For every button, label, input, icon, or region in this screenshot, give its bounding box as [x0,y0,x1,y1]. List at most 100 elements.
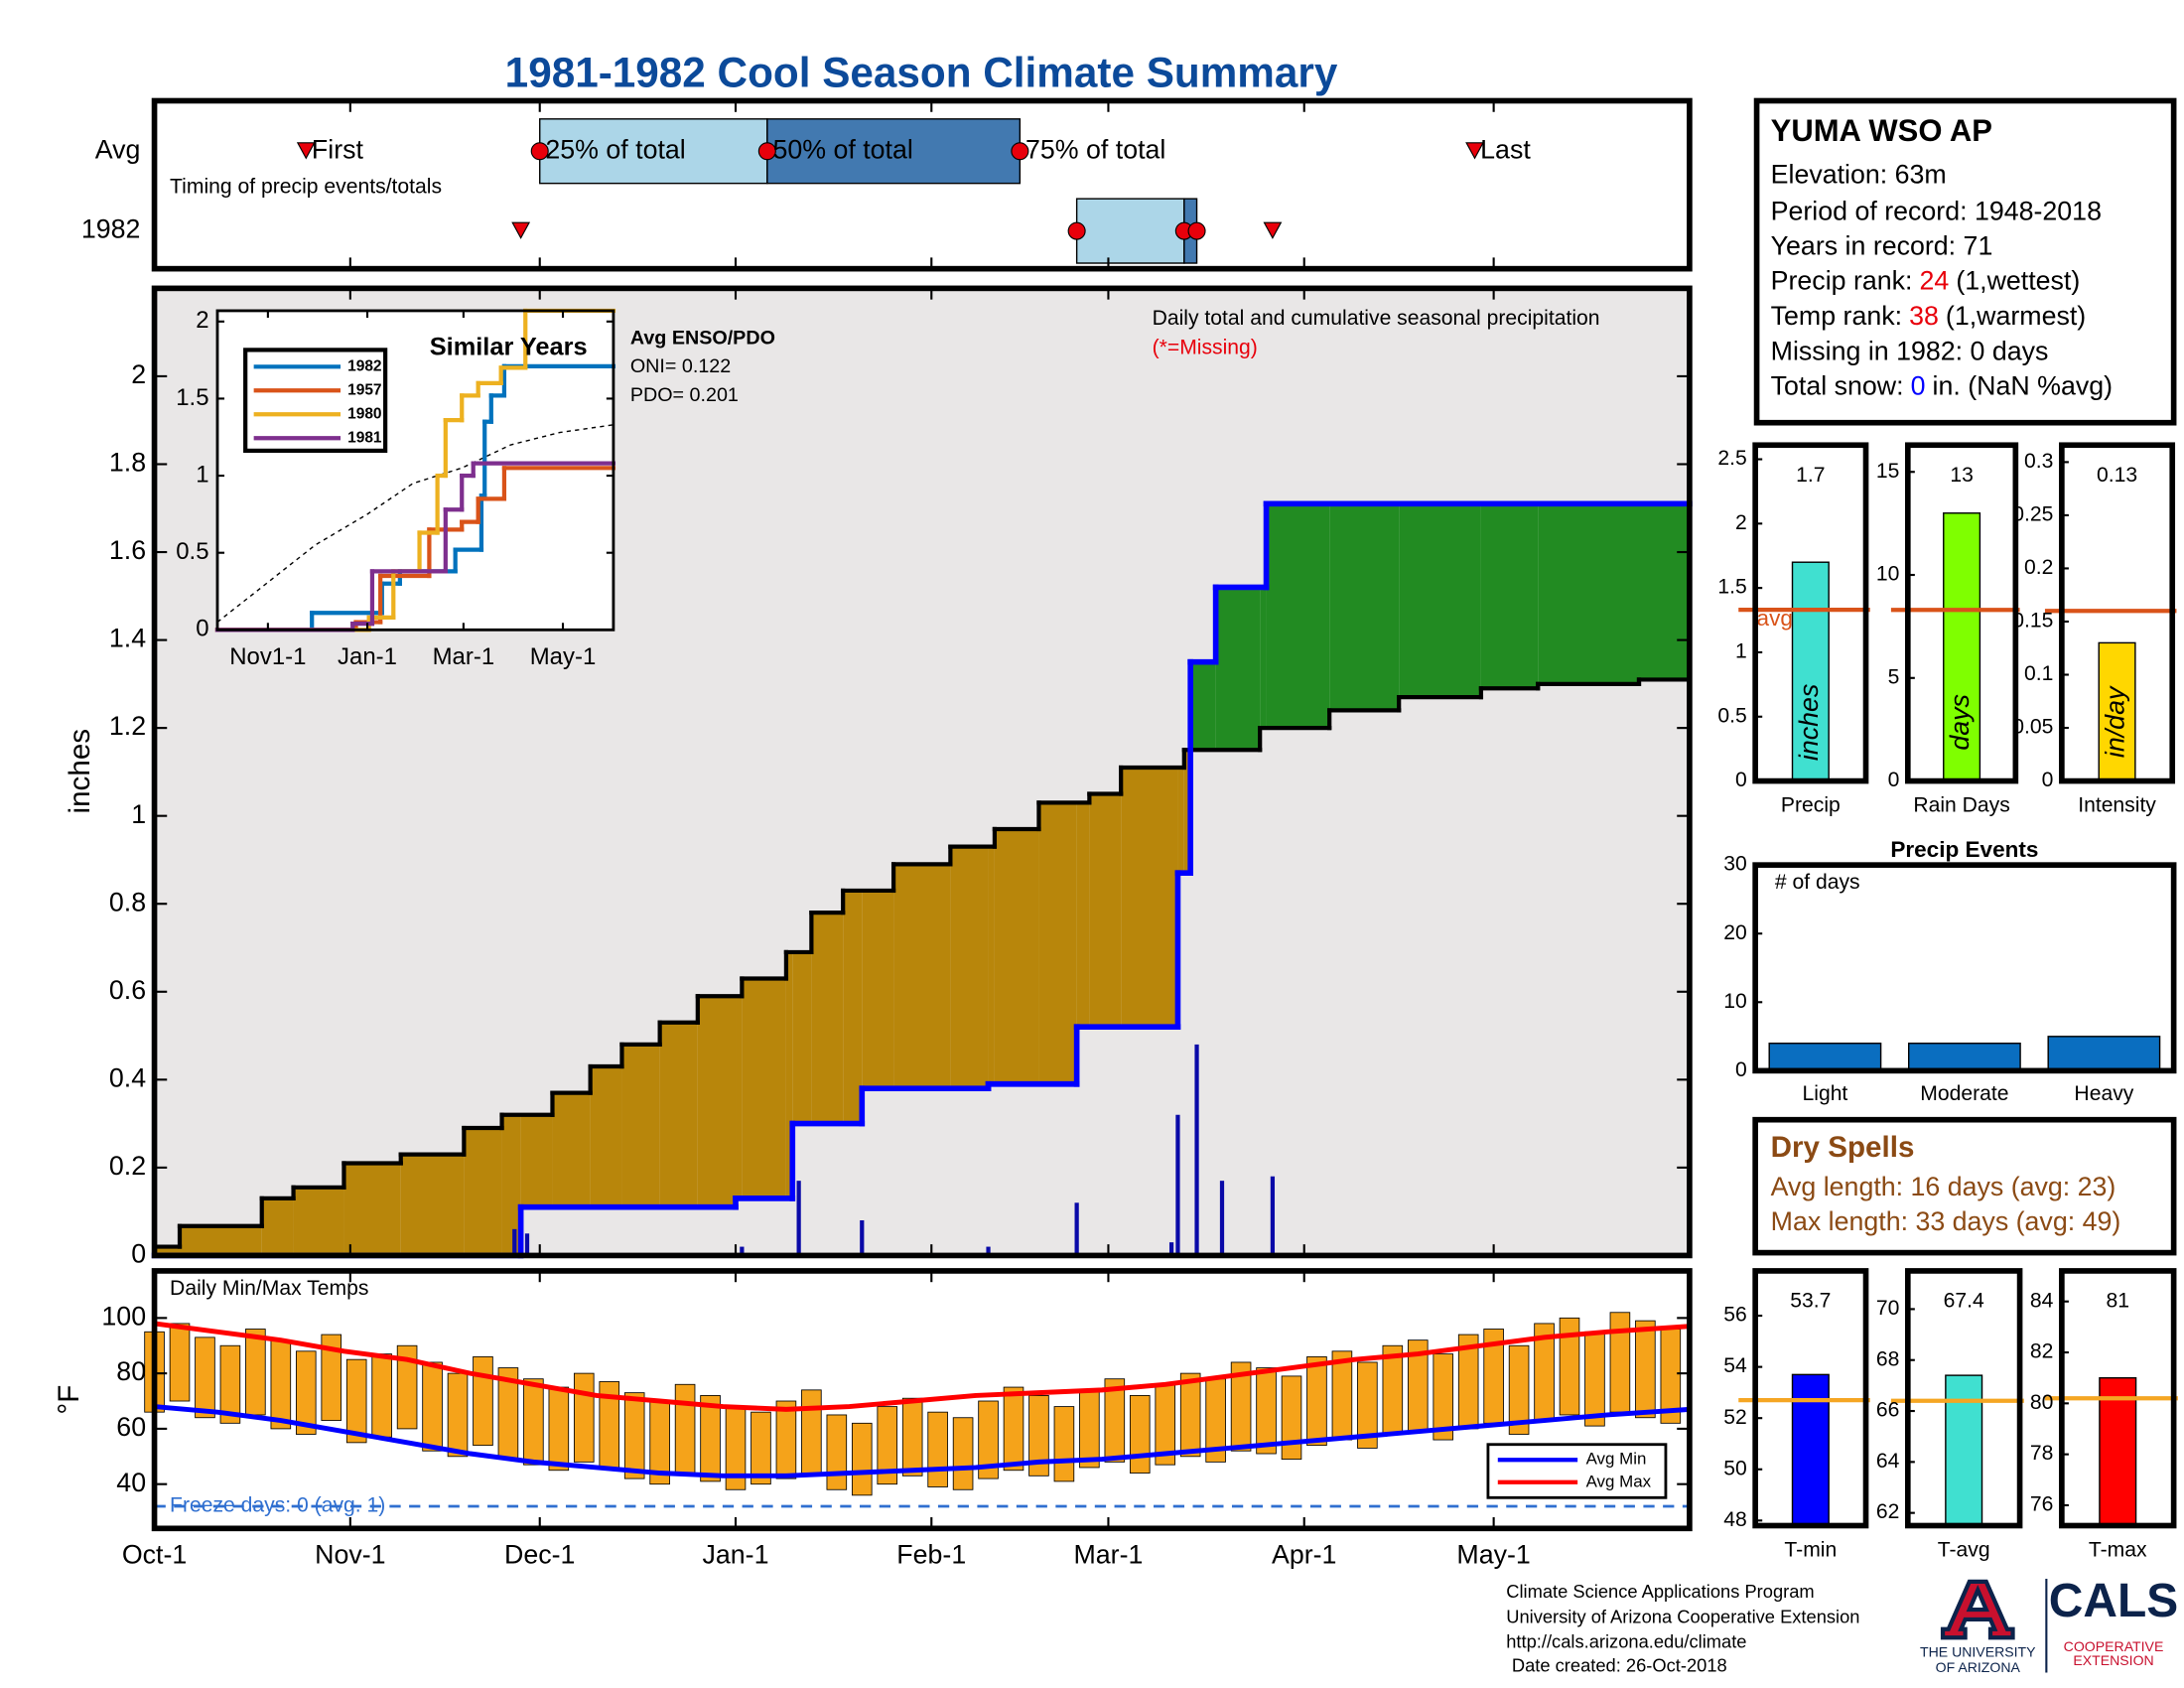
temp-range-bar [345,1358,367,1444]
temp-range-bar [1104,1378,1126,1463]
x-tick-label: Light [1802,1082,1847,1105]
deficit-fill [400,1154,465,1256]
y-tick-label: 10 [1876,563,1899,586]
station-name: YUMA WSO AP [1771,113,1992,148]
axes-box [1752,442,1869,784]
deficit-fill [520,1114,553,1207]
deficit-fill [1121,767,1178,1028]
y-tick-label: 0.15 [2012,610,2053,633]
surplus-fill [1266,503,1330,729]
y-tick-label: 82 [2030,1340,2053,1363]
surplus-fill [1329,503,1400,711]
deficit-fill [261,1197,294,1256]
y-tick-label: 0 [1735,1058,1747,1081]
daily-precip-bar [740,1246,745,1256]
deficit-fill [590,1066,622,1207]
legend-label: 1980 [347,405,381,422]
value-label: 1.7 [1796,464,1825,487]
daily-precip-bar [524,1233,530,1256]
y-tick-label: 56 [1723,1304,1746,1327]
y-tick-label: 84 [2030,1289,2054,1312]
deficit-fill [862,890,894,1089]
bar [1768,1043,1882,1072]
event-label: 25% of total [545,134,685,164]
y-tick-label: 5 [1888,665,1900,688]
value-label: 13 [1950,464,1973,487]
deficit-fill [659,1022,698,1207]
temp-range-bar [270,1339,292,1430]
temp-range-bar [674,1383,696,1474]
logo-text: OF ARIZONA [1936,1659,2021,1675]
bar [1791,1373,1830,1527]
x-tick-label: Feb-1 [896,1540,966,1570]
temp-range-bar [1053,1406,1075,1482]
x-axis-label: T-min [1784,1538,1837,1561]
axes-box [1904,1268,2023,1529]
temp-range-bar [473,1355,493,1447]
enso-note: Avg ENSO/PDO [630,327,775,349]
deficit-fill [736,996,743,1198]
avg-line [216,424,614,624]
station-line: Temp rank: 38 (1,warmest) [1771,301,2087,331]
deficit-fill [1076,802,1090,1028]
daily-precip-bar [1219,1181,1225,1256]
temp-range-bar [295,1350,317,1435]
dry-spells-box [1752,1116,2177,1256]
axes-box [151,97,1693,272]
temp-range-bar [901,1397,923,1477]
freeze-label: Freeze days: 0 (avg. 1) [170,1494,385,1517]
x-tick-label: Moderate [1920,1082,2008,1105]
deficit-fill [697,996,737,1207]
y-tick-label: 0.4 [109,1062,146,1092]
temp-range-bar [623,1392,645,1479]
legend-label: Avg Max [1586,1472,1652,1490]
footer-line: http://cals.arizona.edu/climate [1506,1631,1746,1652]
unit-label: days [1945,694,1975,751]
temp-range-bar [952,1417,974,1490]
x-tick-label: Mar-1 [1074,1540,1144,1570]
y-tick-label: 80 [2030,1391,2053,1414]
quartile-marker [757,142,776,161]
x-tick-label: Mar-1 [433,643,495,670]
x-tick-label: Apr-1 [1272,1540,1336,1570]
deficit-fill [742,978,786,1198]
logo-text: EXTENSION [2073,1652,2153,1668]
deficit-fill [792,951,812,1124]
annotation: Timing of precip events/totals [170,175,442,198]
y-tick-label: 64 [1876,1450,1900,1473]
y-tick-label: 100 [101,1301,146,1331]
deficit-fill [785,951,793,1198]
temp-range-bar [801,1389,822,1474]
temp-range-bar [422,1361,443,1452]
rank: 38 [1909,301,1939,331]
logo-text: COOPERATIVE [2064,1638,2164,1654]
x-tick-label: Jan-1 [338,643,397,670]
footer-line: University of Arizona Cooperative Extens… [1506,1606,1859,1626]
y-tick-label: 0.25 [2012,502,2053,525]
event-marker [511,221,531,239]
daily-precip-bar [986,1246,991,1256]
surplus-fill [1260,587,1267,729]
event-marker [296,142,316,160]
panel-note: # of days [1775,871,1860,894]
y-tick-label: 0 [1735,769,1747,791]
label: (1,wettest) [1956,266,2080,296]
enso-note: ONI= 0.122 [630,355,731,377]
surplus-fill [1399,503,1481,698]
deficit-fill [1038,802,1077,1084]
temp-range-bar [927,1411,948,1487]
temp-range-bar [219,1344,241,1424]
daily-precip-bar [1175,1114,1180,1256]
dry-spells-line: Avg length: 16 days (avg: 23) [1771,1172,2116,1201]
temp-range-bar [1028,1395,1049,1477]
chart-title: Daily Min/Max Temps [170,1277,368,1300]
y-tick-label: 0 [196,616,208,642]
temp-range-bar [1584,1331,1605,1427]
station-line: Missing in 1982: 0 days [1771,336,2049,365]
y-tick-label: 78 [2030,1442,2053,1465]
y-tick-label: 15 [1876,460,1899,483]
daily-precip-bar [512,1228,517,1256]
y-tick-label: 1.4 [109,624,146,653]
temp-range-bar [877,1406,898,1485]
